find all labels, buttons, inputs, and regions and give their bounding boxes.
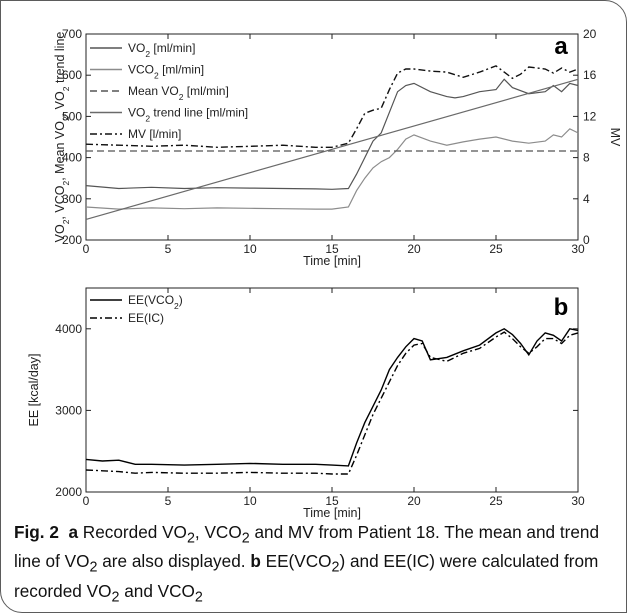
y-tick-label: 700 [62, 27, 82, 41]
legend-label: EE(VCO2) [128, 293, 183, 311]
caption-subscript: 2 [331, 559, 340, 576]
chart-panel-a: 0 5 10 15 20 25 30 200 300 400 500 600 700 0 4 8 12 16 20 T… [53, 27, 622, 268]
caption-subscript: 2 [111, 589, 120, 606]
caption-text: and VCO [119, 580, 195, 601]
chart-panel-b: 0 5 10 15 20 25 30 2000 3000 4000 Time [min] EE [kc… [27, 287, 585, 520]
y-axis-label: EE [kcal/day] [27, 354, 41, 427]
y2-tick-label: 12 [583, 109, 597, 123]
caption-subscript: 2 [241, 530, 250, 547]
x-tick-label: 5 [165, 242, 172, 256]
x-tick-label: 15 [325, 242, 339, 256]
legend-label: VCO2 [ml/min] [128, 63, 204, 81]
x-tick-label: 30 [571, 242, 585, 256]
y2-tick-label: 8 [583, 151, 590, 165]
caption-panel-a: a [68, 522, 79, 542]
caption-subscript: 2 [194, 589, 203, 606]
y-axis-label: VO2, VCO2, Mean VO2, VO2 trend line [53, 32, 71, 243]
y-tick-label: 2000 [55, 485, 82, 499]
x-axis-label: Time [min] [303, 506, 361, 520]
x-tick-label: 10 [243, 242, 257, 256]
caption-fig-label: Fig. 2 [14, 522, 59, 542]
series-line [85, 78, 579, 190]
x-tick-label: 25 [489, 242, 503, 256]
caption-panel-b: b [250, 551, 261, 572]
x-axis-label: Time [min] [303, 254, 361, 268]
series-line [85, 128, 579, 210]
caption-subscript: 2 [186, 530, 195, 547]
figure-caption: Fig. 2 a Recorded VO2, VCO2 and MV from … [14, 521, 614, 609]
x-tick-label: 20 [407, 494, 421, 508]
caption-text: and MV from Patient 18. The mean and tre… [14, 522, 600, 572]
panel-label: b [554, 294, 569, 321]
y2-tick-label: 4 [583, 192, 590, 206]
y-tick-label: 3000 [55, 403, 82, 417]
y-tick-label: 4000 [55, 322, 82, 336]
y-tick-label: 500 [62, 109, 82, 123]
y2-axis-label: MV [608, 128, 622, 147]
series-line [85, 327, 579, 467]
caption-text: EE(VCO [260, 551, 332, 572]
x-tick-label: 20 [407, 242, 421, 256]
x-tick-label: 5 [165, 494, 172, 508]
series-line [85, 65, 579, 149]
series-line [85, 78, 579, 220]
legend-label: EE(IC) [128, 311, 164, 325]
series-line [85, 331, 579, 475]
x-tick-label: 10 [243, 494, 257, 508]
panel-label: a [554, 33, 568, 60]
x-tick-label: 0 [83, 494, 90, 508]
y-tick-label: 300 [62, 192, 82, 206]
y-tick-label: 200 [62, 233, 82, 247]
y-tick-label: 600 [62, 68, 82, 82]
y2-tick-label: 16 [583, 68, 597, 82]
legend-label: VO2 trend line [ml/min] [128, 106, 248, 124]
caption-text: are also displayed. [97, 551, 251, 572]
caption-text: Recorded VO [78, 522, 187, 542]
x-tick-label: 30 [571, 494, 585, 508]
x-tick-label: 15 [325, 494, 339, 508]
legend-label: Mean VO2 [ml/min] [128, 84, 229, 102]
legend-label: MV [l/min] [128, 127, 181, 141]
x-tick-label: 0 [83, 242, 90, 256]
y2-tick-label: 0 [583, 233, 590, 247]
caption-text: ) and EE(IC) were calculated from record… [14, 551, 599, 601]
y2-tick-label: 20 [583, 27, 597, 41]
legend-label: VO2 [ml/min] [128, 41, 195, 59]
y-tick-label: 400 [62, 151, 82, 165]
caption-subscript: 2 [89, 559, 98, 576]
x-tick-label: 25 [489, 494, 503, 508]
figure-plots: 0 5 10 15 20 25 30200300400500600700048121620T… [27, 27, 622, 520]
caption-text: , VCO [194, 522, 242, 542]
